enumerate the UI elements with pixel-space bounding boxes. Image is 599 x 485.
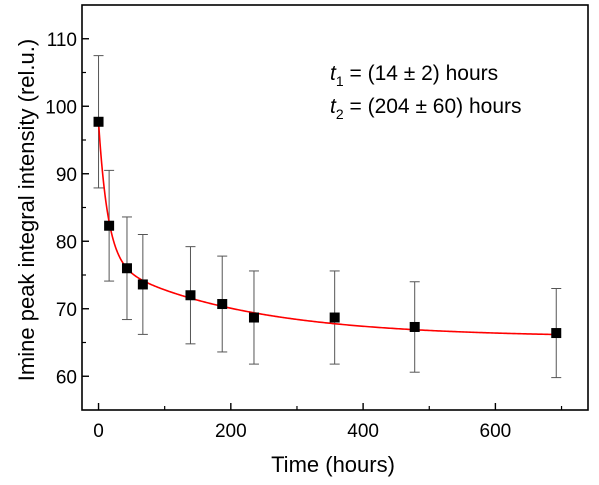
tick-labels: 0 200 400 600 60 70 80 90 100 110 <box>45 30 511 442</box>
annotation-t1: t1 = (14 ± 2) hours <box>330 62 498 89</box>
y-tick-label: 60 <box>56 367 77 388</box>
data-point <box>248 312 259 323</box>
fit-curve <box>97 121 557 336</box>
y-tick-label: 90 <box>56 165 77 186</box>
y-tick-label: 70 <box>56 300 77 321</box>
annotation-t1-text: = (14 ± 2) hours <box>344 62 499 85</box>
data-point <box>121 263 132 274</box>
y-tick-label: 110 <box>47 30 77 51</box>
y-tick-label: 80 <box>56 232 77 253</box>
annotation-t2-var: t <box>330 95 337 118</box>
fit-curve-group <box>97 121 557 336</box>
x-axis-title: Time (hours) <box>271 452 395 477</box>
annotation-t2-sub: 2 <box>336 106 344 122</box>
data-point <box>93 116 104 127</box>
data-point <box>185 290 196 301</box>
data-point <box>329 312 340 323</box>
data-point <box>104 220 115 231</box>
data-point <box>551 328 562 339</box>
x-tick-label: 400 <box>347 421 379 442</box>
data-point <box>137 279 148 290</box>
y-tick-label: 100 <box>45 97 77 118</box>
x-tick-label: 600 <box>480 421 512 442</box>
axes <box>81 4 589 411</box>
y-axis-title: Imine peak integral intensity (rel.u.) <box>14 39 39 381</box>
data-points <box>93 116 562 339</box>
annotation-t2-text: = (204 ± 60) hours <box>344 95 522 118</box>
annotation-t1-sub: 1 <box>336 73 344 89</box>
data-point <box>409 321 420 332</box>
annotation-t2: t2 = (204 ± 60) hours <box>330 95 522 122</box>
x-tick-label: 0 <box>93 421 104 442</box>
data-point <box>217 299 228 310</box>
annotation-t1-var: t <box>330 62 337 85</box>
x-tick-label: 200 <box>215 421 247 442</box>
